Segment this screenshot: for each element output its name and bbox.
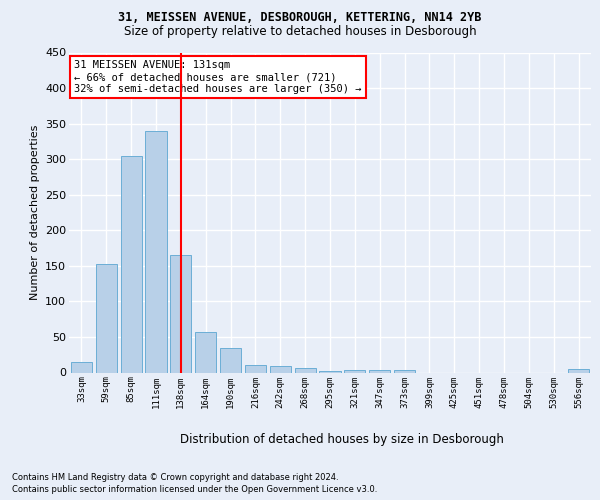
Bar <box>195 332 216 372</box>
Bar <box>369 370 390 372</box>
Bar <box>319 371 341 372</box>
Bar <box>568 369 589 372</box>
Text: Size of property relative to detached houses in Desborough: Size of property relative to detached ho… <box>124 25 476 38</box>
Bar <box>270 366 291 372</box>
Bar <box>71 362 92 372</box>
Text: Contains public sector information licensed under the Open Government Licence v3: Contains public sector information licen… <box>12 485 377 494</box>
Bar <box>96 264 117 372</box>
Bar <box>220 348 241 372</box>
Bar <box>344 370 365 372</box>
Text: Distribution of detached houses by size in Desborough: Distribution of detached houses by size … <box>180 432 504 446</box>
Bar <box>295 368 316 372</box>
Text: 31, MEISSEN AVENUE, DESBOROUGH, KETTERING, NN14 2YB: 31, MEISSEN AVENUE, DESBOROUGH, KETTERIN… <box>118 11 482 24</box>
Bar <box>145 130 167 372</box>
Bar <box>121 156 142 372</box>
Text: Contains HM Land Registry data © Crown copyright and database right 2024.: Contains HM Land Registry data © Crown c… <box>12 472 338 482</box>
Bar <box>394 370 415 372</box>
Bar <box>245 366 266 372</box>
Bar <box>170 255 191 372</box>
Y-axis label: Number of detached properties: Number of detached properties <box>29 125 40 300</box>
Text: 31 MEISSEN AVENUE: 131sqm
← 66% of detached houses are smaller (721)
32% of semi: 31 MEISSEN AVENUE: 131sqm ← 66% of detac… <box>74 60 362 94</box>
